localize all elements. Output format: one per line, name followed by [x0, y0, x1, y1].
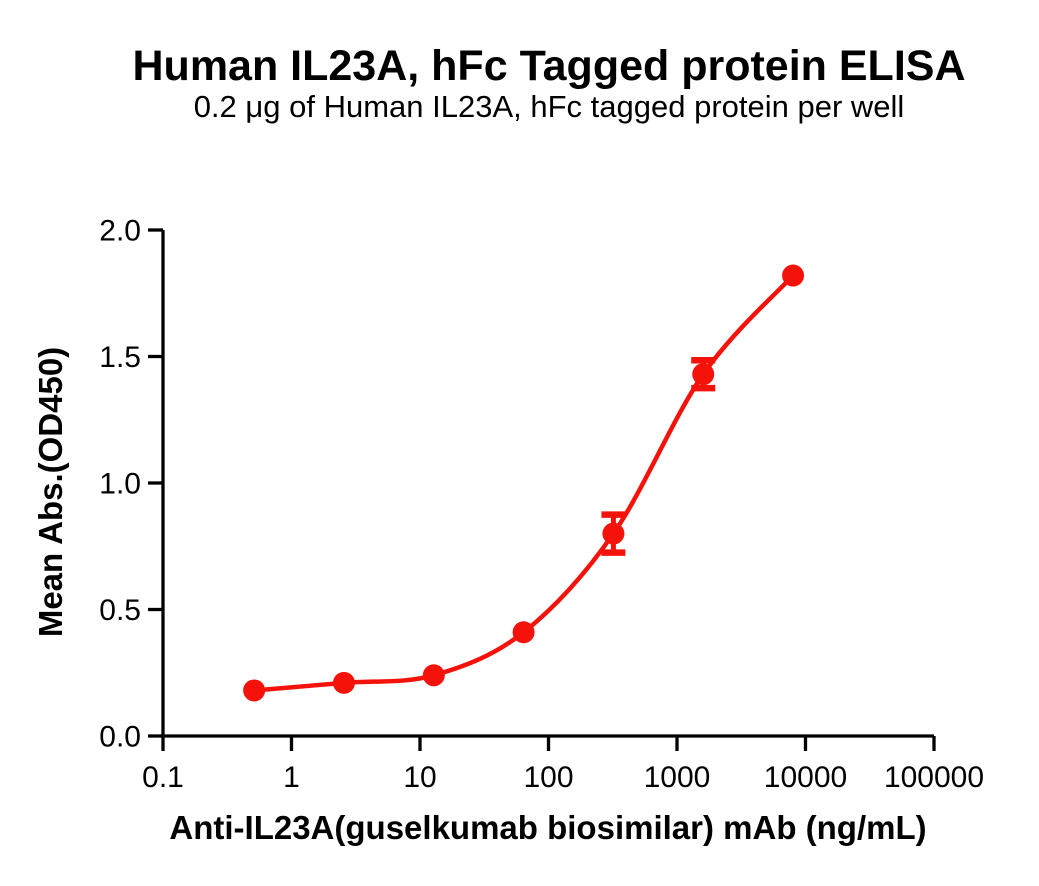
data-point-marker	[243, 679, 266, 702]
y-ticks: 0.0 0.5 1.0 1.5 2.0	[99, 215, 163, 754]
y-tick-label: 2.0	[99, 215, 141, 248]
chart-subtitle: 0.2 μg of Human IL23A, hFc tagged protei…	[194, 89, 905, 124]
y-axis-label: Mean Abs.(OD450)	[32, 347, 69, 637]
x-tick-label: 10000	[764, 761, 847, 794]
x-ticks: 0.1 1 10 100 1000 10000 100000	[142, 736, 984, 794]
x-tick-label: 1	[283, 761, 300, 794]
x-tick-label: 1000	[644, 761, 711, 794]
y-tick-label: 1.5	[99, 341, 141, 374]
data-point-marker	[332, 671, 355, 694]
x-tick-label: 0.1	[142, 761, 184, 794]
data-point-marker	[782, 264, 805, 287]
x-tick-label: 100000	[884, 761, 984, 794]
x-tick-label: 10	[403, 761, 436, 794]
data-point-marker	[602, 522, 625, 545]
y-tick-label: 0.5	[99, 594, 141, 627]
data-point-marker	[422, 664, 445, 687]
data-point-marker	[692, 363, 715, 386]
y-tick-label: 1.0	[99, 468, 141, 501]
x-axis-label: Anti-IL23A(guselkumab biosimilar) mAb (n…	[169, 809, 926, 846]
y-tick-label: 0.0	[99, 721, 141, 754]
data-series	[243, 264, 805, 702]
chart-title: Human IL23A, hFc Tagged protein ELISA	[133, 42, 966, 90]
data-point-marker	[512, 621, 535, 644]
x-tick-label: 100	[523, 761, 573, 794]
